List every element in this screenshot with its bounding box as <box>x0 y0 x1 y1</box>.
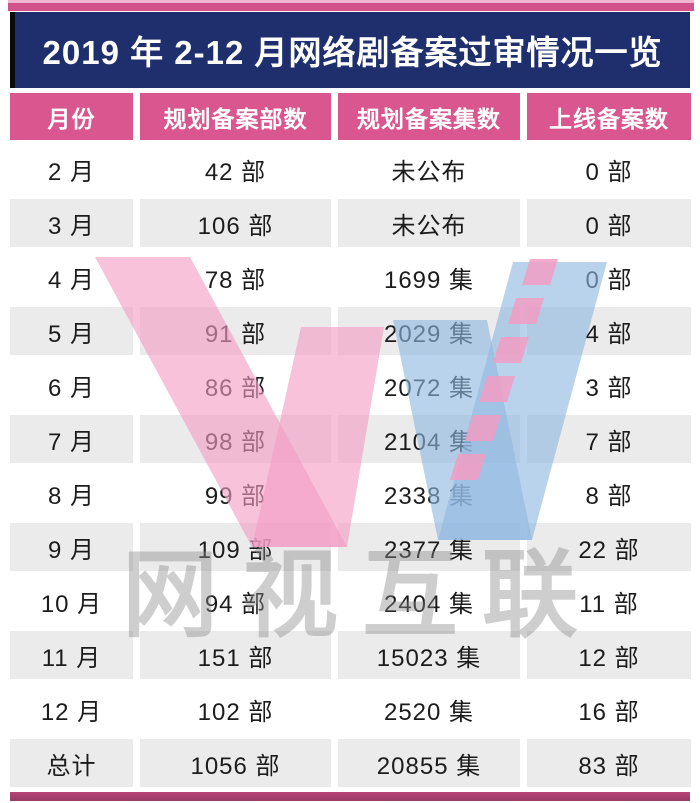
cell-planned-episodes: 15023 集 <box>338 631 520 679</box>
cell-online-count: 83 部 <box>527 739 691 787</box>
column-header-month: 月份 <box>10 93 133 140</box>
cell-planned-titles: 98 部 <box>140 415 331 463</box>
cell-planned-episodes: 2338 集 <box>338 469 520 517</box>
cell-planned-episodes: 2104 集 <box>338 415 520 463</box>
cell-planned-titles: 86 部 <box>140 361 331 409</box>
cell-month: 7 月 <box>10 415 133 463</box>
cell-planned-titles: 42 部 <box>140 145 331 193</box>
cell-planned-episodes: 20855 集 <box>338 739 520 787</box>
cell-online-count: 8 部 <box>527 469 691 517</box>
cell-month: 9 月 <box>10 523 133 571</box>
cell-planned-episodes: 未公布 <box>338 199 520 247</box>
column-header-row: 月份 规划备案部数 规划备案集数 上线备案数 <box>10 93 691 140</box>
title-banner: 2019 年 2-12 月网络剧备案过审情况一览 <box>10 12 690 88</box>
table-rows: 2 月 42 部 未公布 0 部 3 月 106 部 未公布 0 部 4 月 7… <box>10 145 691 787</box>
cell-month: 5 月 <box>10 307 133 355</box>
cell-planned-episodes: 未公布 <box>338 145 520 193</box>
cell-month: 4 月 <box>10 253 133 301</box>
cell-month: 6 月 <box>10 361 133 409</box>
cell-planned-episodes: 2072 集 <box>338 361 520 409</box>
cell-online-count: 0 部 <box>527 253 691 301</box>
cell-planned-titles: 106 部 <box>140 199 331 247</box>
cell-planned-titles: 1056 部 <box>140 739 331 787</box>
cell-online-count: 11 部 <box>527 577 691 625</box>
cell-month: 总计 <box>10 739 133 787</box>
cell-online-count: 7 部 <box>527 415 691 463</box>
cell-planned-titles: 94 部 <box>140 577 331 625</box>
cell-month: 10 月 <box>10 577 133 625</box>
column-header-planned-episodes: 规划备案集数 <box>338 93 520 140</box>
cell-planned-episodes: 2520 集 <box>338 685 520 733</box>
cell-planned-titles: 151 部 <box>140 631 331 679</box>
bottom-accent-bar <box>10 792 690 801</box>
cell-planned-episodes: 2377 集 <box>338 523 520 571</box>
cell-online-count: 22 部 <box>527 523 691 571</box>
cell-planned-titles: 102 部 <box>140 685 331 733</box>
page-title: 2019 年 2-12 月网络剧备案过审情况一览 <box>42 34 663 71</box>
cell-planned-titles: 91 部 <box>140 307 331 355</box>
column-header-planned-titles: 规划备案部数 <box>140 93 331 140</box>
top-accent-bar <box>8 0 694 11</box>
column-header-online-count: 上线备案数 <box>527 93 691 140</box>
cell-online-count: 0 部 <box>527 145 691 193</box>
cell-online-count: 4 部 <box>527 307 691 355</box>
cell-online-count: 0 部 <box>527 199 691 247</box>
cell-planned-episodes: 1699 集 <box>338 253 520 301</box>
cell-month: 12 月 <box>10 685 133 733</box>
cell-planned-titles: 99 部 <box>140 469 331 517</box>
cell-planned-titles: 109 部 <box>140 523 331 571</box>
cell-planned-titles: 78 部 <box>140 253 331 301</box>
cell-planned-episodes: 2029 集 <box>338 307 520 355</box>
cell-month: 3 月 <box>10 199 133 247</box>
cell-month: 11 月 <box>10 631 133 679</box>
cell-planned-episodes: 2404 集 <box>338 577 520 625</box>
cell-online-count: 16 部 <box>527 685 691 733</box>
cell-online-count: 3 部 <box>527 361 691 409</box>
cell-month: 2 月 <box>10 145 133 193</box>
cell-month: 8 月 <box>10 469 133 517</box>
cell-online-count: 12 部 <box>527 631 691 679</box>
